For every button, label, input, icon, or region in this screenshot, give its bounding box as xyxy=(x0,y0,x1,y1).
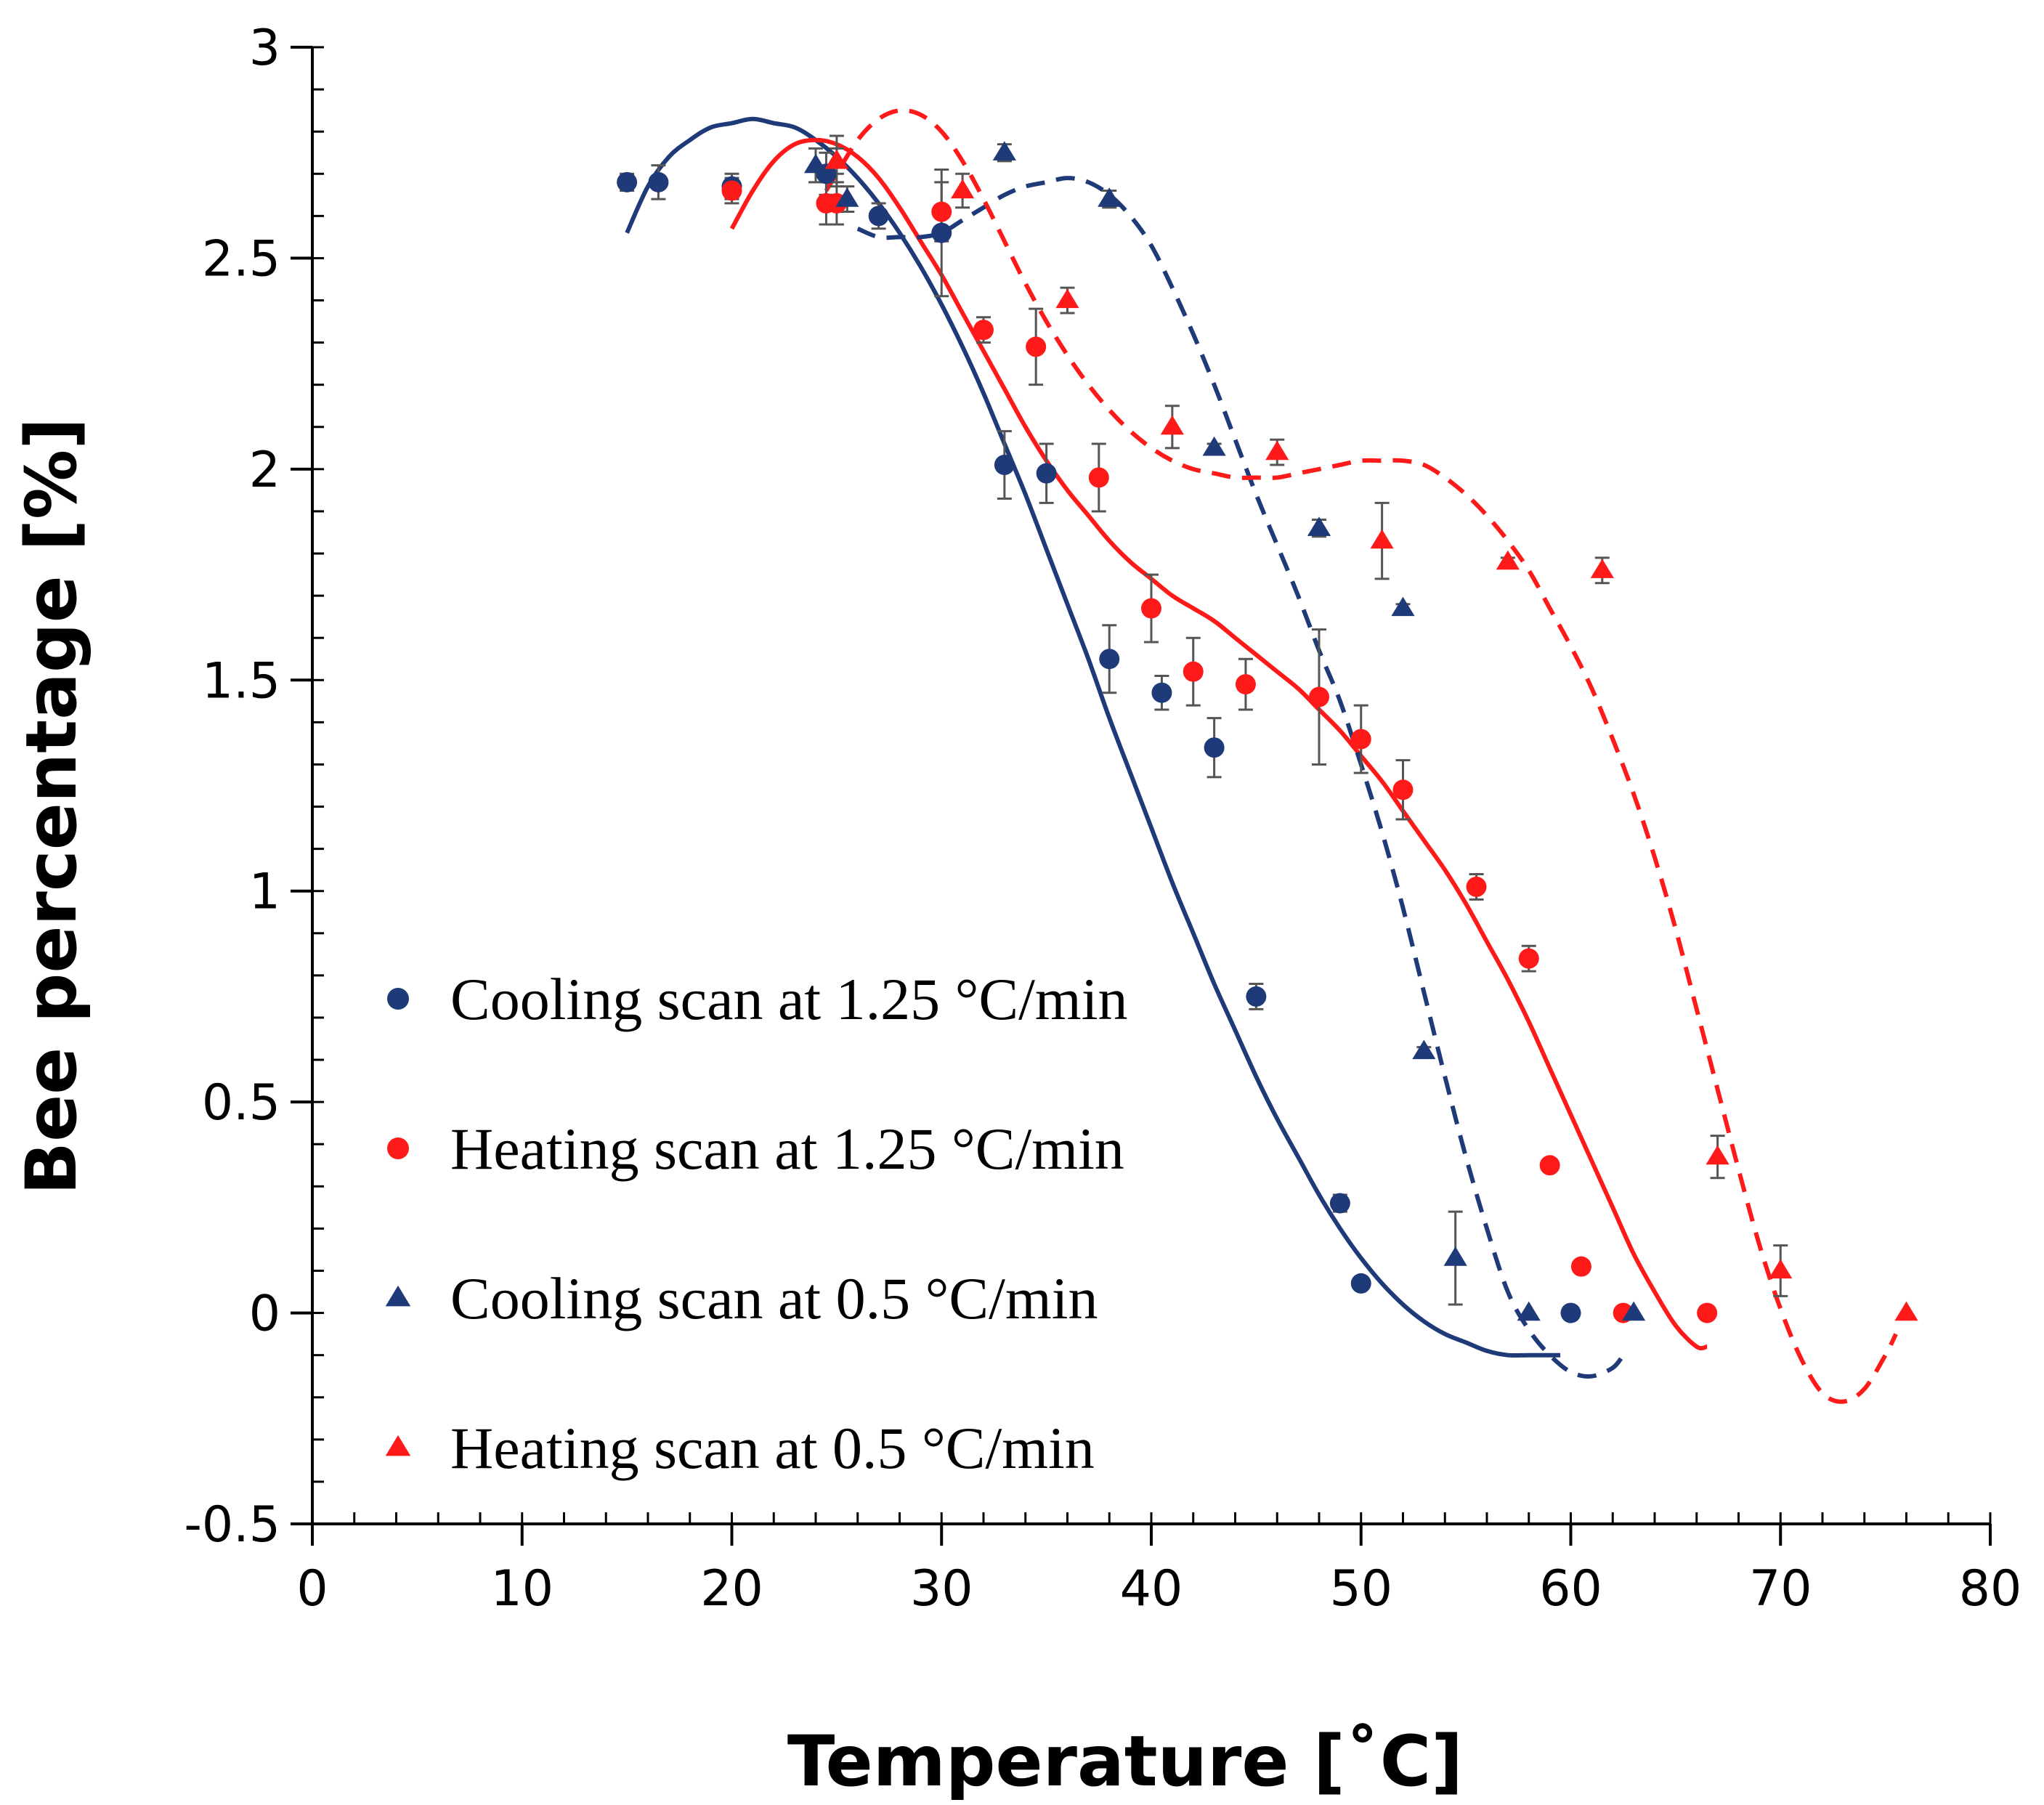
data-point-series-1 xyxy=(1151,682,1172,703)
data-point-series-1 xyxy=(1329,1193,1350,1214)
data-point-series-2 xyxy=(1697,1302,1718,1323)
data-point-series-1 xyxy=(994,455,1015,476)
data-point-series-2 xyxy=(721,180,742,201)
fit-curve-series-3 xyxy=(856,176,1626,1379)
data-point-series-1 xyxy=(648,171,669,192)
data-point-series-3 xyxy=(992,141,1016,161)
data-point-series-4 xyxy=(1055,288,1079,309)
data-point-series-1 xyxy=(868,206,889,227)
fit-curve-series-1 xyxy=(625,116,1561,1358)
y-tick-label: 3 xyxy=(249,20,280,77)
data-point-series-2 xyxy=(1350,729,1371,750)
data-point-series-3 xyxy=(1412,1039,1436,1060)
tick-labels: -0.500.511.522.530 10 20 30 40 50 60 70 80 xyxy=(184,20,2021,1618)
legend-marker-series-2 xyxy=(387,1137,409,1159)
data-point-series-3 xyxy=(835,187,859,207)
data-point-series-4 xyxy=(1769,1259,1793,1279)
y-axis-title: Bee percentage [%] xyxy=(11,418,92,1195)
y-tick-label: 2 xyxy=(249,442,280,499)
y-tick-label: 1.5 xyxy=(202,652,280,710)
legend-marker-series-1 xyxy=(387,988,409,1010)
x-tick-label: 0 xyxy=(296,1560,328,1618)
x-tick-label: 80 xyxy=(1959,1560,2022,1618)
data-point-series-3 xyxy=(1202,436,1226,456)
data-point-series-3 xyxy=(1517,1301,1541,1321)
data-point-series-4 xyxy=(1894,1301,1918,1321)
x-tick-label: 70 xyxy=(1749,1560,1812,1618)
data-point-series-3 xyxy=(1307,516,1331,536)
y-tick-label: 2.5 xyxy=(202,230,280,288)
data-point-series-2 xyxy=(1235,674,1256,695)
data-point-series-4 xyxy=(1370,529,1394,549)
data-point-series-4 xyxy=(1496,550,1520,570)
fit-curve-series-4 xyxy=(824,108,1898,1404)
data-point-series-2 xyxy=(973,320,994,341)
data-point-series-2 xyxy=(1141,598,1161,619)
data-point-series-2 xyxy=(1539,1155,1560,1176)
data-point-series-4 xyxy=(1265,440,1289,461)
y-tick-label: 0.5 xyxy=(202,1074,280,1132)
data-point-series-1 xyxy=(1246,986,1267,1007)
data-point-series-3 xyxy=(803,153,828,174)
data-points xyxy=(617,141,1918,1323)
legend-label-series-4: Heating scan at 0.5 °C/min xyxy=(450,1415,1095,1481)
data-point-series-3 xyxy=(1391,596,1415,617)
legend-label-series-2: Heating scan at 1.25 °C/min xyxy=(450,1116,1124,1182)
x-tick-label: 50 xyxy=(1329,1560,1392,1618)
data-point-series-3 xyxy=(1098,187,1122,207)
data-point-series-2 xyxy=(1088,467,1109,488)
data-point-series-2 xyxy=(1392,779,1414,800)
data-point-series-4 xyxy=(1590,559,1614,578)
legend-marker-series-4 xyxy=(385,1435,411,1456)
fit-curves xyxy=(625,108,1898,1404)
x-axis-title: Temperature [˚C] xyxy=(787,1721,1463,1802)
data-point-series-3 xyxy=(1443,1246,1467,1266)
data-point-series-1 xyxy=(931,222,952,243)
axes xyxy=(291,46,1992,1546)
y-tick-label: 1 xyxy=(249,864,280,921)
data-point-series-4 xyxy=(824,149,848,169)
y-tick-label: 0 xyxy=(249,1286,280,1343)
data-point-series-2 xyxy=(1466,876,1487,897)
x-tick-label: 30 xyxy=(910,1560,973,1618)
data-point-series-4 xyxy=(1160,415,1184,435)
data-point-series-1 xyxy=(1350,1273,1371,1294)
legend-marker-series-3 xyxy=(385,1285,411,1307)
x-tick-label: 60 xyxy=(1539,1560,1602,1618)
data-point-series-3 xyxy=(1622,1301,1646,1321)
data-point-series-2 xyxy=(1309,686,1329,707)
data-point-series-1 xyxy=(617,171,638,192)
data-point-series-2 xyxy=(1183,661,1204,682)
data-point-series-1 xyxy=(1036,463,1057,484)
data-point-series-1 xyxy=(1099,649,1120,670)
x-tick-label: 40 xyxy=(1120,1560,1183,1618)
y-tick-label: -0.5 xyxy=(184,1496,280,1554)
data-point-series-2 xyxy=(1570,1256,1591,1277)
legend-label-series-3: Cooling scan at 0.5 °C/min xyxy=(450,1265,1098,1331)
legend: Cooling scan at 1.25 °C/min Heating scan … xyxy=(385,966,1127,1481)
data-point-series-1 xyxy=(1560,1302,1581,1323)
legend-label-series-1: Cooling scan at 1.25 °C/min xyxy=(450,966,1127,1032)
fit-curve-series-2 xyxy=(729,137,1708,1351)
data-point-series-1 xyxy=(1204,737,1225,758)
data-point-series-2 xyxy=(1518,948,1539,969)
data-point-series-4 xyxy=(1706,1145,1729,1165)
x-tick-label: 10 xyxy=(490,1560,553,1618)
x-tick-label: 20 xyxy=(700,1560,763,1618)
data-point-series-2 xyxy=(1026,336,1047,357)
data-point-series-4 xyxy=(951,179,975,199)
data-point-series-2 xyxy=(931,201,952,222)
